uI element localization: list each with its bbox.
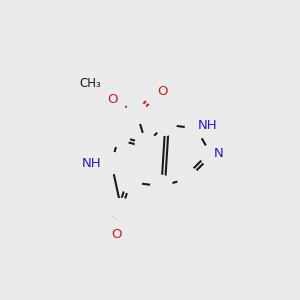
Circle shape (104, 90, 126, 112)
Text: NH: NH (82, 157, 101, 169)
Text: N: N (214, 146, 224, 160)
Circle shape (201, 145, 222, 166)
Circle shape (120, 172, 141, 193)
Circle shape (185, 118, 207, 139)
Text: O: O (158, 85, 168, 98)
Circle shape (145, 84, 166, 105)
Circle shape (135, 133, 157, 154)
Circle shape (126, 102, 148, 124)
Circle shape (111, 199, 132, 220)
Circle shape (151, 176, 172, 197)
Text: O: O (107, 93, 117, 106)
Circle shape (91, 74, 112, 96)
Text: O: O (112, 228, 122, 241)
Circle shape (154, 114, 176, 135)
Text: CH₃: CH₃ (80, 77, 101, 90)
Circle shape (108, 125, 130, 147)
Text: NH: NH (198, 119, 217, 132)
Circle shape (100, 152, 122, 174)
Circle shape (178, 168, 199, 189)
Circle shape (97, 216, 118, 238)
